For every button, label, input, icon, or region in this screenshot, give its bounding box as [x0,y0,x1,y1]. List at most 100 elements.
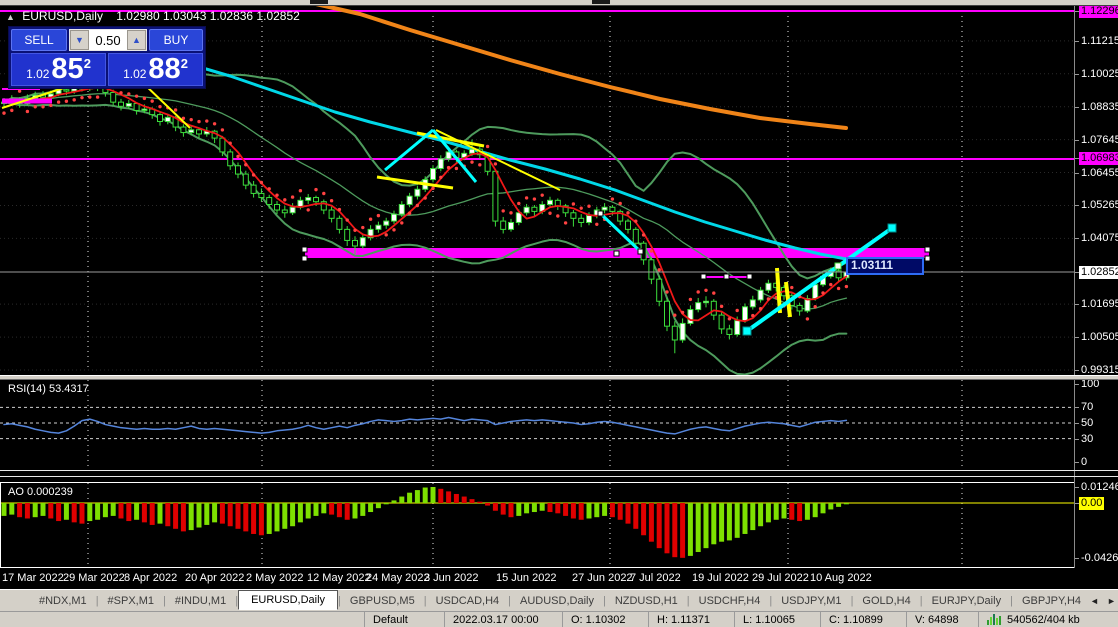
axis-tick [1075,139,1079,141]
price-axis-label: 1.05265 [1081,199,1118,212]
rsi-axis-label: 100 [1081,378,1100,390]
status-text: 540562/404 kb [1007,614,1080,626]
date-axis-label: 7 Jul 2022 [630,572,681,584]
toolbar-edge [0,0,1118,6]
tab-separator: | [423,595,427,607]
tab-separator: | [338,595,341,607]
tab--spx-m1[interactable]: #SPX,M1 [107,595,155,607]
tab-gold-h4[interactable]: GOLD,H4 [862,595,911,607]
volume-increase-button[interactable]: ▲ [127,30,146,50]
chart-tab-bar: #NDX,M1 | #SPX,M1 | #INDU,M1 | EURUSD,Daily | GB… [0,589,1118,612]
collapse-arrow-icon[interactable]: ▲ [6,12,15,22]
toolbar-notch [592,0,610,4]
status-cell: Default [364,612,444,627]
trendline-price-label[interactable]: 1.03111 [846,257,924,275]
tab-separator: | [850,595,854,607]
volume-control: ▼ ▲ [69,29,147,51]
axis-tick [1075,462,1079,463]
date-axis-label: 19 Jul 2022 [692,572,749,584]
ao-histogram [0,487,1074,558]
price-axis-label: 1.06455 [1081,166,1118,179]
psar-dots [2,77,849,331]
price-axis-label: 1.10025 [1081,67,1118,80]
status-text: O: 1.10302 [571,614,626,626]
tab-scroll-right-icon[interactable]: ► [1106,596,1116,606]
tab-separator: | [602,595,606,607]
date-axis-label: 20 Apr 2022 [185,572,245,584]
rsi-axis-label: 0 [1081,456,1088,468]
date-axis-label: 17 Mar 2022 [2,572,64,584]
status-cell: H: 1.11371 [648,612,734,627]
sell-price-small: 1.02 [26,67,50,81]
fast-ma-line [3,87,848,323]
tab-usdchf-h4[interactable]: USDCHF,H4 [698,595,761,607]
axis-tick [1075,172,1079,174]
chart-canvas[interactable] [0,0,1074,568]
axis-tick [1075,40,1079,42]
sell-button[interactable]: SELL [11,29,67,51]
tab-separator: | [163,595,166,607]
tab-usdcad-h4[interactable]: USDCAD,H4 [435,595,500,607]
tab-nzdusd-h1[interactable]: NZDUSD,H1 [614,595,678,607]
tab-gbpusd-m5[interactable]: GBPUSD,M5 [349,595,415,607]
tab-audusd-daily[interactable]: AUDUSD,Daily [520,595,594,607]
axis-tick [1075,304,1079,306]
axis-tick [1075,503,1079,504]
price-axis-label: 1.04075 [1081,232,1118,245]
panel-splitter[interactable] [0,375,1118,380]
buy-price-sup: 2 [180,56,188,71]
axis-tick [1075,157,1079,159]
tab--indu-m1[interactable]: #INDU,M1 [174,595,227,607]
status-text: V: 64898 [915,614,959,626]
date-axis-label: 12 May 2022 [307,572,371,584]
tab-usdjpy-m1[interactable]: USDJPY,M1 [781,595,842,607]
axis-tick [1075,407,1079,409]
price-axis-label: 1.06983 [1079,151,1118,165]
trendline-price-value: 1.03111 [851,258,894,272]
buy-price-display[interactable]: 1.02 88 2 [108,53,203,86]
axis-tick [1075,106,1079,108]
axis-tick [1075,487,1079,488]
date-axis-label: 10 Aug 2022 [810,572,872,584]
tab-gbpjpy-h4[interactable]: GBPJPY,H4 [1021,595,1082,607]
chart-title: ▲ EURUSD,Daily 1.02980 1.03043 1.02836 1… [6,9,300,23]
status-text: L: 1.10065 [743,614,795,626]
toolbar-notch [310,0,328,4]
buy-button[interactable]: BUY [149,29,203,51]
status-cell: V: 64898 [906,612,978,627]
grid-lines [0,11,1074,565]
volume-input[interactable] [89,30,127,50]
date-axis-label: 24 May 2022 [366,572,430,584]
price-axis-label: 1.08835 [1081,100,1118,113]
ao-axis-label: 0.012469 [1081,481,1118,493]
price-axis[interactable]: 1.12296 1.11215 1.10025 1.08835 1.07645 1.069… [1074,5,1118,568]
tab-eurusd-daily[interactable]: EURUSD,Daily [238,590,339,610]
status-cell: L: 1.10065 [734,612,820,627]
volume-decrease-button[interactable]: ▼ [70,30,89,50]
tab--ndx-m1[interactable]: #NDX,M1 [39,595,87,607]
rsi-axis-label: 50 [1081,417,1094,429]
tab-eurjpy-daily[interactable]: EURJPY,Daily [931,595,1002,607]
date-axis-label: 8 Apr 2022 [124,572,178,584]
tab-separator: | [235,595,239,607]
date-axis-label: 27 Jun 2022 [572,572,633,584]
title-ohlc: 1.02980 1.03043 1.02836 1.02852 [116,9,300,23]
sell-price-sup: 2 [83,56,91,71]
title-symbol: EURUSD,Daily [22,9,103,23]
cyan-ma-line [194,64,848,261]
rsi-panel-border [0,470,1118,471]
date-axis-label: 15 Jun 2022 [496,572,557,584]
sell-price-display[interactable]: 1.02 85 2 [11,53,106,86]
axis-tick [1075,370,1079,371]
axis-tick [1075,423,1079,424]
ao-axis-label: -0.042626 [1081,552,1118,564]
date-axis-label: 29 Jul 2022 [752,572,809,584]
tab-scroll-left-icon[interactable]: ◄ [1090,596,1099,606]
axis-tick [1075,272,1079,274]
orange-ma-line [314,2,848,130]
ao-indicator-label: AO 0.000239 [8,486,73,498]
price-axis-label: 1.07645 [1081,133,1118,146]
status-text: H: 1.11371 [657,614,711,626]
panel-splitter-line[interactable] [0,476,1118,477]
time-axis[interactable]: 17 Mar 2022 29 Mar 2022 8 Apr 2022 20 Apr 2… [0,568,1118,589]
